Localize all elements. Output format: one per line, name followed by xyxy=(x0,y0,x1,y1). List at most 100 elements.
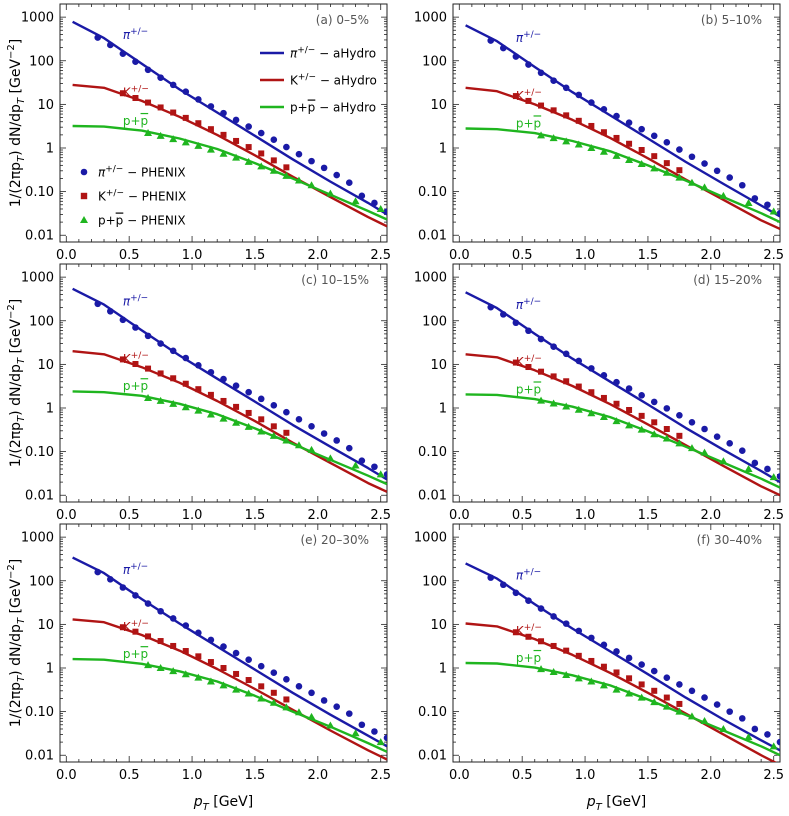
proton-data-point xyxy=(549,134,558,142)
proton-data-point xyxy=(574,140,583,148)
x-tick-label: 0.0 xyxy=(56,248,77,263)
pion-data-point xyxy=(487,574,495,581)
x-tick-label: 1.5 xyxy=(245,508,266,523)
kaon-data-point xyxy=(613,669,620,676)
series-line-pion xyxy=(72,287,387,481)
kaon-data-point xyxy=(525,633,532,640)
pion-data-point xyxy=(776,473,780,480)
kaon-data-point xyxy=(626,140,633,147)
pion-data-point xyxy=(169,81,177,89)
x-tick-label: 2.5 xyxy=(763,508,784,523)
proton-data-point xyxy=(719,191,728,199)
pion-data-point xyxy=(195,96,202,103)
x-tick-label: 2.5 xyxy=(370,768,391,783)
proton-data-point xyxy=(650,430,659,438)
kaon-data-point xyxy=(663,160,670,167)
y-tick-label: 10 xyxy=(430,358,447,373)
proton-data-point xyxy=(144,393,153,401)
proton-data-point xyxy=(587,677,596,685)
chart-panel-a: 0.01 0.10 1 10 100 1000 0.0 0.5 1.0 1.5 2.0 2.5 (a) … xyxy=(6,3,391,263)
proton-data-point xyxy=(307,181,316,189)
pion-data-point xyxy=(764,201,771,209)
proton-data-point xyxy=(307,445,316,453)
series-label-pion: π+/− xyxy=(123,294,148,309)
kaon-data-point xyxy=(195,120,202,127)
pion-data-point xyxy=(676,146,683,153)
proton-data-point xyxy=(744,464,753,472)
x-tick-label: 0.0 xyxy=(449,248,470,263)
pion-data-point xyxy=(550,613,557,620)
series-label-proton: p+p xyxy=(123,114,148,128)
pion-data-point xyxy=(738,447,746,454)
pion-data-point xyxy=(320,164,328,172)
kaon-data-point xyxy=(550,642,557,649)
x-axis: 0.0 0.5 1.0 1.5 2.0 2.5 xyxy=(449,4,784,263)
x-tick-label: 1.5 xyxy=(638,248,659,263)
x-axis: 0.0 0.5 1.0 1.5 2.0 2.5 xyxy=(56,264,391,523)
proton-data-point xyxy=(169,399,178,407)
proton-data-point xyxy=(687,444,696,452)
proton-data-point xyxy=(282,436,291,444)
pion-data-point xyxy=(295,150,303,158)
y-tick-label: 1000 xyxy=(414,11,447,26)
kaon-data-point xyxy=(563,647,570,654)
proton-data-point xyxy=(257,694,266,702)
proton-data-point xyxy=(269,166,278,174)
y-tick-label: 100 xyxy=(422,54,447,69)
pion-data-point xyxy=(270,136,278,143)
pion-data-point xyxy=(320,697,328,704)
pion-data-point xyxy=(537,605,545,612)
pion-data-point xyxy=(220,375,227,383)
y-tick-label: 10 xyxy=(37,618,54,633)
proton-data-point xyxy=(662,434,671,442)
proton-data-point xyxy=(326,454,335,462)
pion-data-point xyxy=(371,728,378,735)
pion-data-point xyxy=(220,109,227,117)
pion-data-point xyxy=(751,195,759,202)
pion-data-point xyxy=(245,388,252,396)
series-label-pion: π+/− xyxy=(516,297,541,312)
y-axis-title: 1/(2πpT) dN/dpT [GeV−2] xyxy=(6,39,27,207)
proton-data-point xyxy=(232,153,241,161)
pion-data-point xyxy=(625,119,633,127)
legend-swatch-pion_phenix xyxy=(80,168,88,176)
proton-data-point xyxy=(181,670,190,678)
pion-data-point xyxy=(550,77,557,84)
proton-data-point xyxy=(599,147,608,155)
proton-data-point xyxy=(376,470,385,478)
pion-data-point xyxy=(157,340,164,347)
y-tick-label: 0.10 xyxy=(418,445,447,460)
pion-data-point xyxy=(383,734,387,742)
kaon-data-point xyxy=(119,356,126,363)
y-tick-label: 100 xyxy=(29,314,54,329)
pion-data-point xyxy=(588,365,595,372)
proton-data-point xyxy=(537,665,546,673)
proton-data-point xyxy=(219,149,228,157)
kaon-data-point xyxy=(270,689,277,696)
pion-data-point xyxy=(500,44,507,52)
series-label-kaon: K+/− xyxy=(516,623,542,638)
kaon-data-point xyxy=(233,670,240,677)
legend-entry-proton_phenix: p+p − PHENIX xyxy=(98,214,186,228)
x-tick-label: 0.0 xyxy=(449,768,470,783)
kaon-data-point xyxy=(195,386,202,393)
pion-data-point xyxy=(333,703,340,710)
pion-data-point xyxy=(550,343,557,350)
x-tick-label: 0.0 xyxy=(56,508,77,523)
y-tick-label: 1000 xyxy=(414,271,447,286)
kaon-data-point xyxy=(575,383,582,390)
proton-data-point xyxy=(719,724,728,732)
kaon-data-point xyxy=(600,129,607,136)
y-axis-title: 1/(2πpT) dN/dpT [GeV−2] xyxy=(6,559,27,727)
pion-data-point xyxy=(283,408,290,416)
pion-data-point xyxy=(638,125,645,133)
pion-data-point xyxy=(512,319,520,327)
y-tick-label: 1000 xyxy=(21,531,54,546)
series-line-proton xyxy=(465,393,780,489)
y-axis: 0.01 0.10 1 10 100 1000 xyxy=(21,263,387,504)
y-tick-label: 0.01 xyxy=(25,229,54,244)
legend-entry-kaon_phenix: K+/− − PHENIX xyxy=(98,189,186,204)
kaon-data-point xyxy=(258,416,265,423)
y-tick-label: 10 xyxy=(37,358,54,373)
